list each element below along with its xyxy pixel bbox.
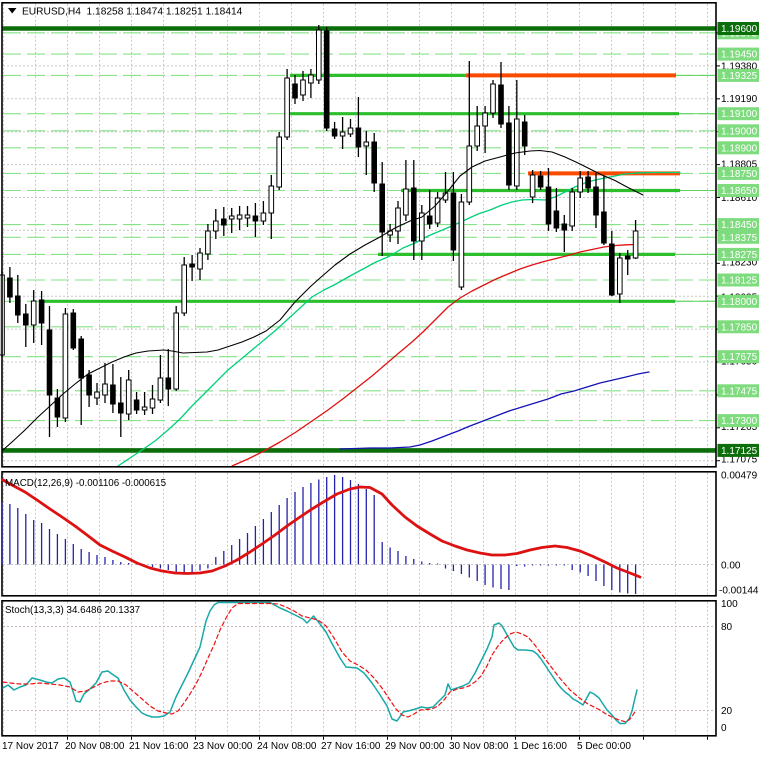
svg-text:20 Nov 08:00: 20 Nov 08:00 <box>65 741 125 752</box>
svg-text:20: 20 <box>721 706 733 717</box>
svg-text:1.18125: 1.18125 <box>721 276 758 287</box>
svg-text:0: 0 <box>721 723 727 734</box>
svg-text:80: 80 <box>721 622 733 633</box>
svg-text:1.19325: 1.19325 <box>721 71 758 82</box>
svg-text:23 Nov 00:00: 23 Nov 00:00 <box>193 741 253 752</box>
svg-text:1.17125: 1.17125 <box>721 446 758 457</box>
svg-text:1.18750: 1.18750 <box>721 169 758 180</box>
svg-text:1.17850: 1.17850 <box>721 322 758 333</box>
svg-text:0.00: 0.00 <box>721 561 741 572</box>
svg-text:21 Nov 16:00: 21 Nov 16:00 <box>129 741 189 752</box>
svg-text:1.17475: 1.17475 <box>721 386 758 397</box>
svg-text:1.17675: 1.17675 <box>721 352 758 363</box>
svg-text:1.19100: 1.19100 <box>721 109 758 120</box>
svg-text:1.18650: 1.18650 <box>721 186 758 197</box>
svg-text:1.17300: 1.17300 <box>721 416 758 427</box>
svg-text:29 Nov 00:00: 29 Nov 00:00 <box>385 741 445 752</box>
svg-text:-0.001448: -0.001448 <box>719 586 759 597</box>
svg-text:27 Nov 16:00: 27 Nov 16:00 <box>321 741 381 752</box>
svg-text:0.00479: 0.00479 <box>721 471 758 482</box>
svg-text:Stoch(13,3,3) 34.6486 20.1337: Stoch(13,3,3) 34.6486 20.1337 <box>5 605 140 616</box>
svg-text:1.18900: 1.18900 <box>721 143 758 154</box>
svg-text:17 Nov 2017: 17 Nov 2017 <box>2 741 59 752</box>
svg-text:1.19000: 1.19000 <box>721 126 758 137</box>
svg-text:1.19190: 1.19190 <box>721 94 758 105</box>
svg-text:1.18275: 1.18275 <box>721 250 758 261</box>
svg-text:24 Nov 08:00: 24 Nov 08:00 <box>257 741 317 752</box>
svg-text:EURUSD,H4 1.18258 1.18474 1.1: EURUSD,H4 1.18258 1.18474 1.18251 1.1841… <box>22 7 243 18</box>
svg-text:30 Nov 08:00: 30 Nov 08:00 <box>449 741 509 752</box>
svg-text:1.19600: 1.19600 <box>721 24 758 35</box>
svg-text:100: 100 <box>721 599 738 610</box>
svg-text:1.18000: 1.18000 <box>721 297 758 308</box>
svg-text:1 Dec 16:00: 1 Dec 16:00 <box>513 741 567 752</box>
svg-text:1.19450: 1.19450 <box>721 50 758 61</box>
svg-text:5 Dec 00:00: 5 Dec 00:00 <box>577 741 631 752</box>
svg-text:MACD(12,26,9) -0.001106 -0.000: MACD(12,26,9) -0.001106 -0.000615 <box>5 478 167 489</box>
svg-text:1.18375: 1.18375 <box>721 233 758 244</box>
svg-text:1.18450: 1.18450 <box>721 220 758 231</box>
